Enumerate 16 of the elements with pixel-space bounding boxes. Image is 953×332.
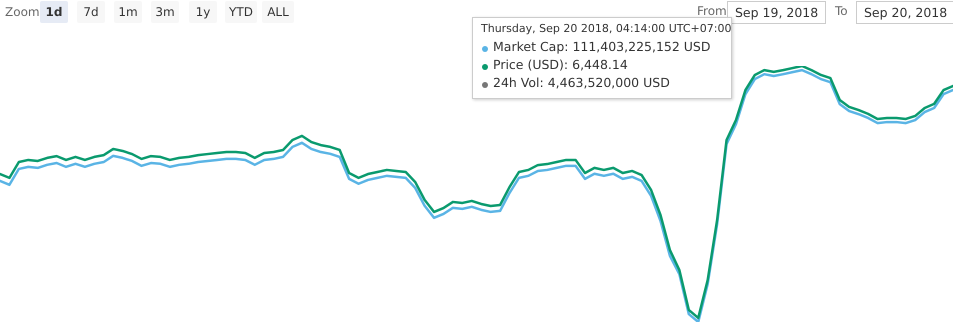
text: Sep 19, 2018 bbox=[735, 5, 818, 20]
annotation: Price (USD): 6,448.14 bbox=[493, 57, 628, 72]
text: YTD bbox=[225, 1, 257, 23]
annotation: 24h Vol: 4,463,520,000 USD bbox=[493, 75, 670, 90]
text: 3m bbox=[151, 1, 179, 23]
text: Sep 20, 2018 bbox=[856, 1, 953, 24]
text: Market Cap: 111,403,225,152 USD bbox=[493, 39, 710, 54]
text: 7d bbox=[77, 1, 105, 23]
text: Thursday, Sep 20 2018, 04:14:00 UTC+07:00 bbox=[481, 22, 732, 35]
text: 1m bbox=[114, 1, 142, 23]
text: To bbox=[835, 3, 848, 20]
text: Zoom bbox=[5, 4, 40, 21]
text: 1d bbox=[40, 1, 68, 23]
text: From bbox=[697, 3, 727, 20]
text: 1y bbox=[189, 1, 217, 23]
text: ALL bbox=[262, 1, 294, 23]
